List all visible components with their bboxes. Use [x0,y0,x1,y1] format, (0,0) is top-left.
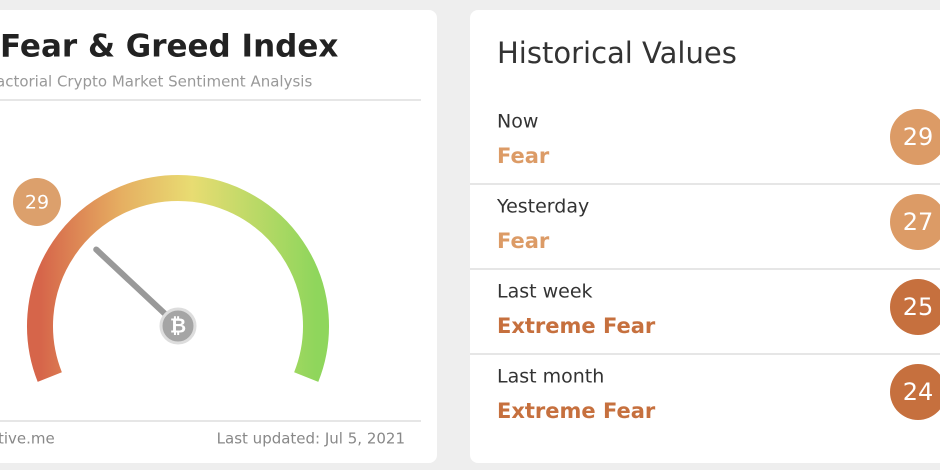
period: Last month [497,366,604,388]
gauge-subtitle: actorial Crypto Market Sentiment Analysi… [0,73,312,91]
gauge-arc [27,175,329,382]
needle-hub [159,307,197,345]
gauge-title: Fear & Greed Index [0,29,338,65]
value-badge [890,109,940,165]
value-badge-text: 27 [903,208,934,236]
classification: Fear [497,144,550,168]
value-badge-text: 24 [903,378,934,406]
classification: Extreme Fear [497,314,656,338]
history-title: Historical Values [497,36,737,70]
history-list: Now Fear 29 Yesterday Fear 27 Last week Extreme… [470,109,940,423]
period: Last week [497,281,593,303]
value-badge [890,194,940,250]
gauge-badge-value: 29 [25,192,49,214]
value-badge [890,279,940,335]
bitcoin-icon: ₿ [170,314,186,338]
value-badge-text: 29 [903,123,934,151]
last-updated: Last updated: Jul 5, 2021 [217,430,405,448]
gauge-needle [93,246,181,329]
period: Now [497,111,538,133]
gauge-badge [13,178,61,226]
classification: Fear [497,229,550,253]
source-link[interactable]: tive.me [0,430,55,448]
period: Yesterday [496,196,589,218]
history-card [470,10,940,463]
gauge: ₿ 29 [13,175,329,382]
value-badge [890,364,940,420]
classification: Extreme Fear [497,399,656,423]
value-badge-text: 25 [903,293,934,321]
gauge-card [0,10,437,463]
